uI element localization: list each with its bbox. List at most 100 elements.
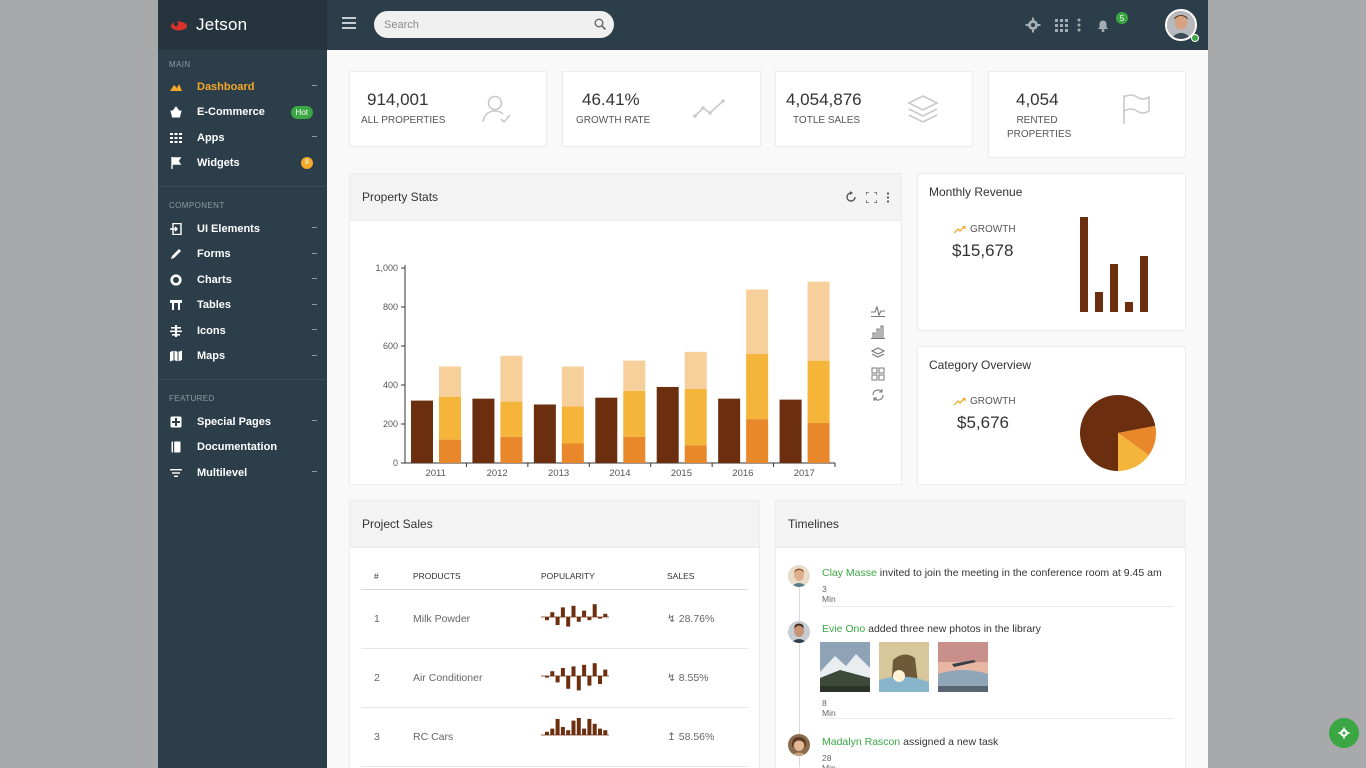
more-vertical-icon[interactable]	[886, 192, 890, 203]
search-icon[interactable]	[594, 18, 606, 30]
avatar[interactable]	[788, 565, 810, 587]
sidebar-item-charts[interactable]: Charts	[158, 267, 327, 293]
stack-icon[interactable]	[871, 347, 885, 359]
sidebar-divider	[158, 379, 327, 380]
avatar[interactable]	[1165, 9, 1197, 41]
avatar[interactable]	[788, 734, 810, 756]
table-row[interactable]: 2 Air Conditioner ↯ 8.55%	[361, 648, 748, 708]
sidebar-item-ui-elements[interactable]: UI Elements	[158, 216, 327, 242]
sidebar-item-label: Special Pages	[197, 415, 271, 428]
notification-badge: 5	[1116, 12, 1128, 24]
bar-stack-segment	[807, 360, 830, 424]
sparkline-bar	[587, 617, 592, 621]
chevron-icon	[312, 471, 317, 472]
sidebar-item-multilevel[interactable]: Multilevel	[158, 460, 327, 486]
popularity-sparkline	[541, 663, 609, 691]
avatar[interactable]	[788, 621, 810, 643]
sidebar-item-special-pages[interactable]: Special Pages	[158, 409, 327, 435]
bar-dark	[472, 398, 495, 463]
timeline-photo[interactable]	[879, 642, 929, 692]
sales-value: 28.76%	[678, 612, 715, 625]
sidebar-item-tables[interactable]: Tables	[158, 293, 327, 319]
line-chart-icon[interactable]	[871, 305, 885, 317]
search-box[interactable]	[374, 11, 614, 38]
bar-stack-segment	[439, 439, 461, 463]
timeline-photo[interactable]	[938, 642, 988, 692]
sparkline-bar	[571, 605, 576, 617]
trend-down-icon: ↯	[667, 671, 676, 684]
column-header: PRODUCTS	[413, 563, 541, 590]
growth-label-text: GROWTH	[970, 396, 1016, 407]
sidebar-item-label: Forms	[197, 248, 231, 261]
timeline-text: Evie Ono added three new photos in the l…	[822, 623, 1041, 635]
table-header-row: # PRODUCTS POPULARITY SALES	[361, 563, 748, 590]
sidebar-item-maps[interactable]: Maps	[158, 344, 327, 370]
sparkline-bar	[555, 676, 560, 683]
revenue-bar	[1125, 302, 1133, 312]
card-header: Property Stats	[350, 174, 901, 221]
y-tick-label: 1,000	[375, 263, 398, 273]
sidebar-item-forms[interactable]: Forms	[158, 242, 327, 268]
search-input[interactable]	[374, 11, 574, 38]
timeline-message: assigned a new task	[903, 736, 999, 748]
y-tick-label: 600	[383, 341, 398, 351]
y-tick-label: 400	[383, 380, 398, 390]
sidebar-item-icons[interactable]: Icons	[158, 318, 327, 344]
chevron-icon	[312, 227, 317, 228]
sparkline-bar	[603, 669, 608, 676]
sidebar-item-widgets[interactable]: Widgets 8	[158, 151, 327, 177]
bar-dark	[533, 404, 556, 463]
gear-icon[interactable]	[1025, 17, 1041, 33]
brand[interactable]: Jetson	[158, 0, 327, 50]
hot-badge: Hot	[290, 105, 313, 119]
sidebar-item-apps[interactable]: Apps	[158, 125, 327, 151]
monthly-revenue-card: Monthly Revenue GROWTH $15,678	[917, 173, 1186, 331]
mountain-photo	[820, 642, 870, 692]
trend-up-icon	[954, 225, 966, 233]
user-check-icon	[482, 95, 511, 124]
stat-label: GROWTH RATE	[576, 115, 651, 126]
y-tick-label: 200	[383, 419, 398, 429]
table-row[interactable]: 3 RC Cars ↥ 58.56%	[361, 707, 748, 767]
timeline-user-link[interactable]: Evie Ono	[822, 623, 866, 635]
project-sales-card: Project Sales # PRODUCTS POPULARITY SALE…	[349, 500, 760, 768]
tiled-icon[interactable]	[871, 367, 885, 381]
bar-chart-icon[interactable]	[871, 325, 885, 339]
trend-line-icon	[693, 99, 725, 118]
popularity-sparkline	[541, 717, 609, 736]
sidebar-item-ecommerce[interactable]: E-Commerce Hot	[158, 100, 327, 126]
x-tick-label: 2016	[732, 468, 753, 479]
bar-stack-segment	[746, 419, 769, 463]
monthly-revenue-chart	[1080, 217, 1148, 312]
sparkline-bar	[576, 617, 581, 622]
stat-value: 46.41%	[582, 90, 640, 109]
timeline-photo[interactable]	[820, 642, 870, 692]
sparkline-bar	[592, 663, 597, 676]
sidebar-item-documentation[interactable]: Documentation	[158, 435, 327, 461]
column-header: POPULARITY	[541, 563, 667, 590]
pie-slice	[1080, 395, 1156, 471]
table-row[interactable]: 1 Milk Powder ↯ 28.76%	[361, 589, 748, 649]
sidebar-item-dashboard[interactable]: Dashboard	[158, 74, 327, 100]
trend-up-icon	[954, 397, 966, 405]
sparkline-bar	[582, 728, 587, 735]
bar-dark	[656, 386, 679, 463]
menu-toggle-button[interactable]	[342, 17, 356, 29]
sidebar: Jetson MAIN Dashboard E-Commerce Hot App…	[158, 0, 327, 768]
bell-icon[interactable]	[1095, 17, 1111, 33]
fullscreen-icon[interactable]	[866, 192, 877, 203]
timeline-user-link[interactable]: Madalyn Rascon	[822, 736, 901, 748]
timeline-user-link[interactable]: Clay Masse	[822, 567, 877, 579]
main-content: 914,001 ALL PROPERTIES 46.41% GROWTH RAT…	[327, 50, 1208, 768]
sidebar-item-label: Widgets	[197, 157, 240, 170]
settings-fab-button[interactable]	[1329, 718, 1359, 748]
sidebar-item-label: Dashboard	[197, 80, 255, 93]
timeline-divider	[822, 718, 1174, 719]
more-vertical-icon[interactable]	[1075, 17, 1083, 33]
restore-icon[interactable]	[871, 388, 885, 402]
apps-grid-icon[interactable]	[1054, 17, 1070, 33]
bar-stack-segment	[684, 351, 707, 389]
sparkline-bar	[545, 676, 549, 678]
gear-icon	[1338, 727, 1350, 739]
refresh-icon[interactable]	[845, 191, 857, 203]
